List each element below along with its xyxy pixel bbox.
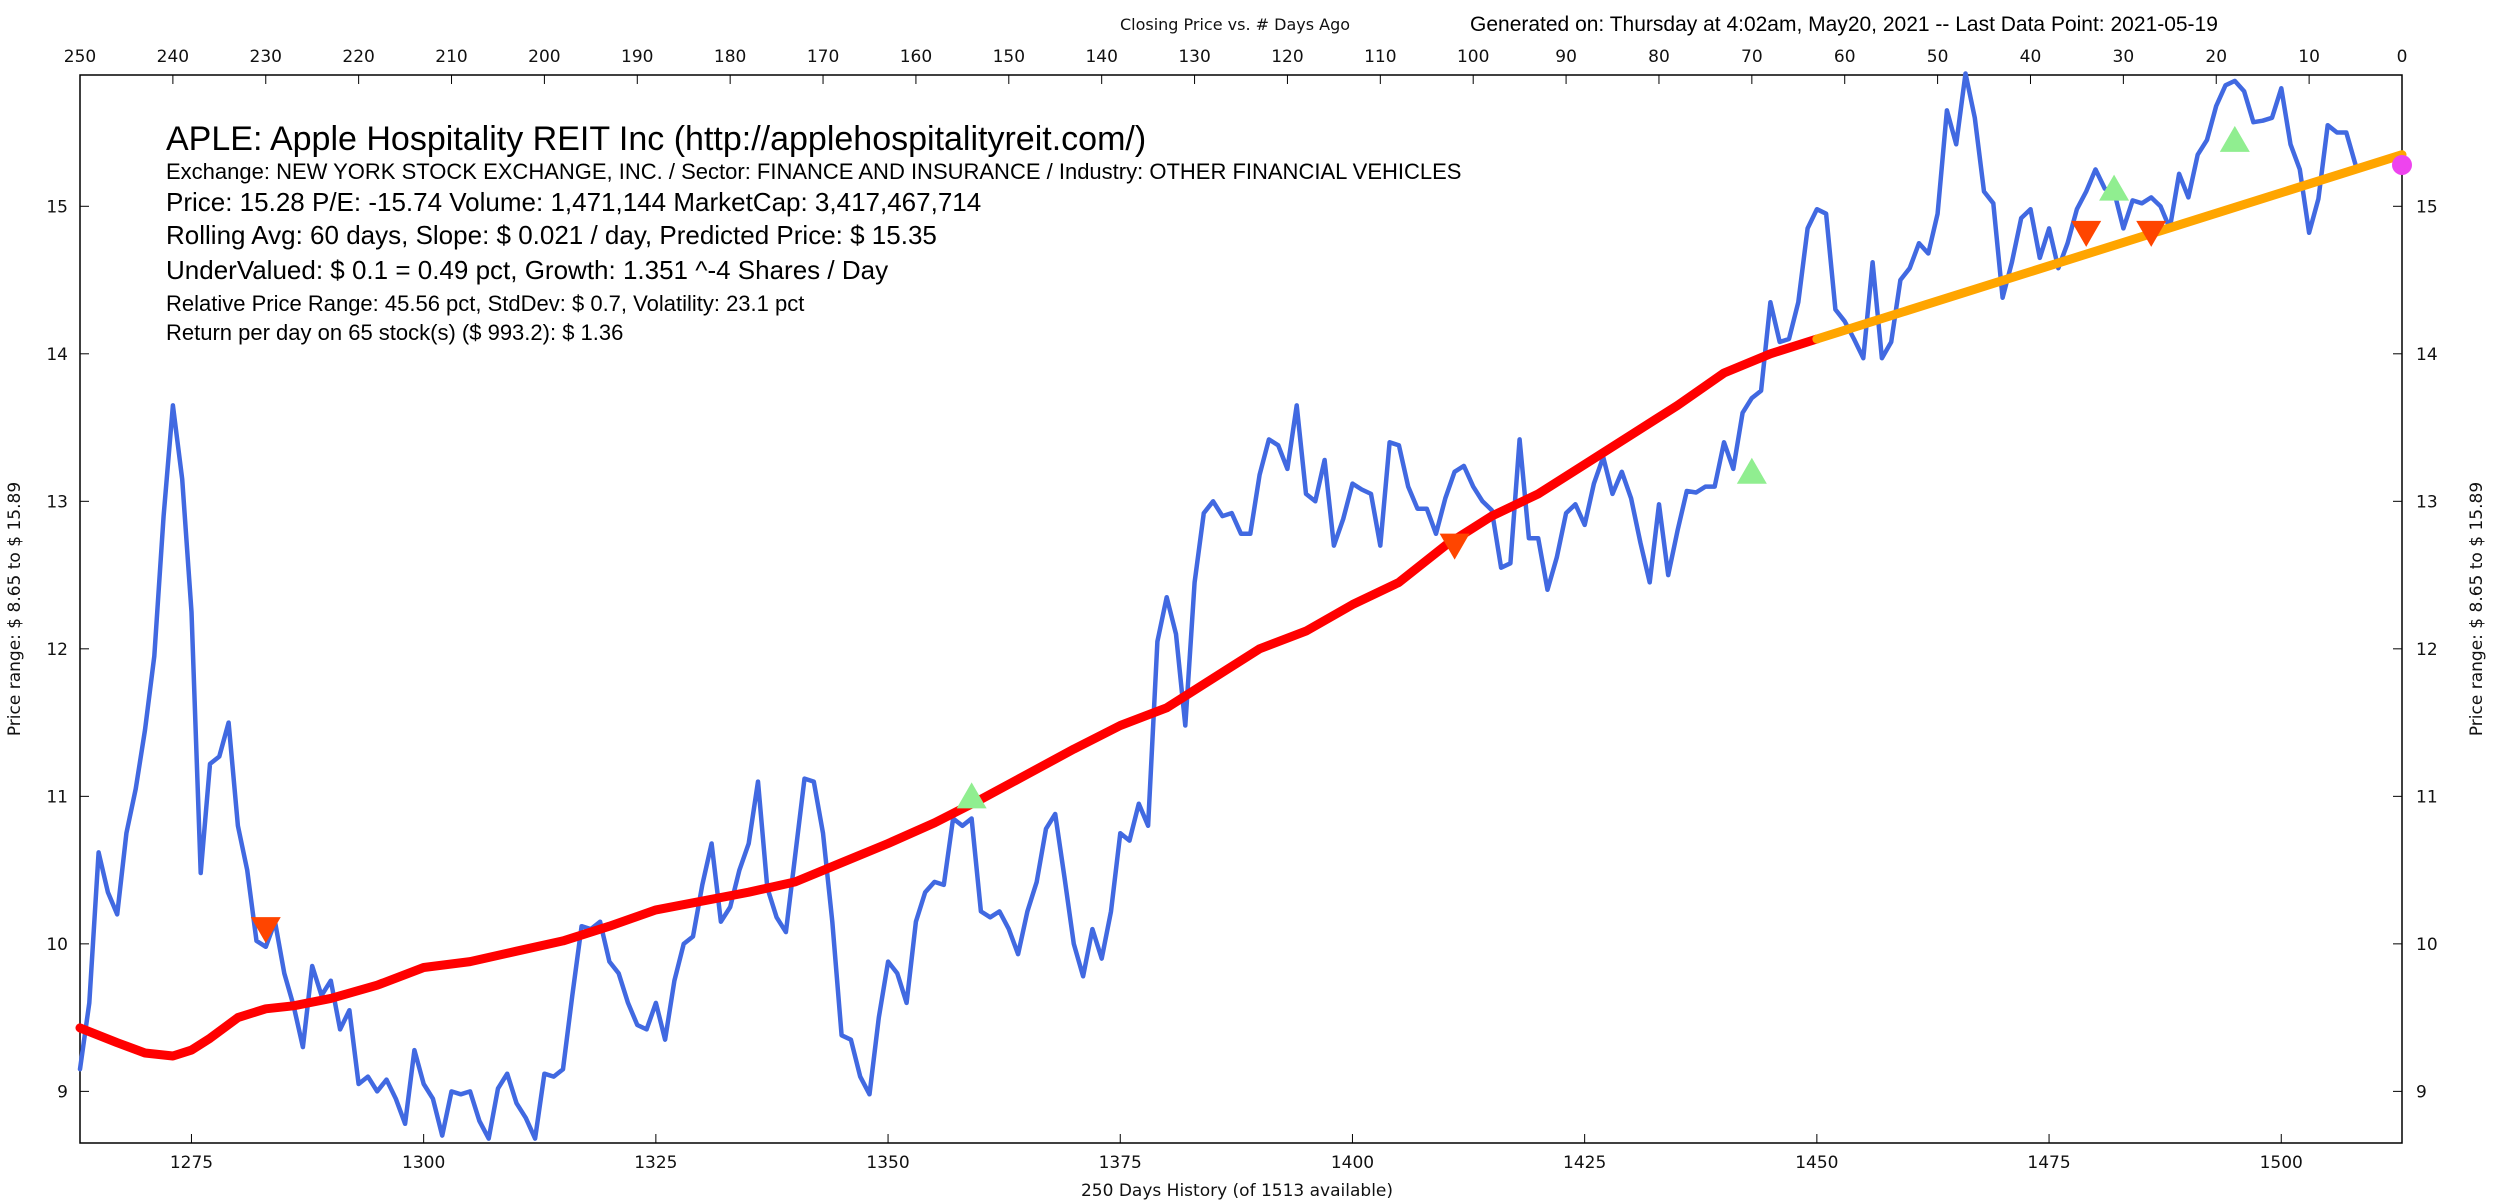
top-tick-label: 60 xyxy=(1834,47,1856,67)
x-axis-label: 250 Days History (of 1513 available) xyxy=(1081,1181,1393,1200)
top-tick-label: 130 xyxy=(1178,47,1210,67)
marker-layer xyxy=(250,125,2412,944)
y-tick-label-right: 11 xyxy=(2416,787,2438,807)
top-tick-label: 240 xyxy=(157,47,189,67)
top-x-axis: 250 240 230 220 210 200 190 180 170 160 150 140 130 1… xyxy=(64,47,2408,84)
x-tick-label: 1275 xyxy=(170,1153,213,1173)
y-tick-label: 14 xyxy=(46,345,68,365)
y-tick-label: 9 xyxy=(57,1082,68,1102)
top-tick-label: 210 xyxy=(435,47,467,67)
x-tick-label: 1300 xyxy=(402,1153,445,1173)
x-tick-label: 1400 xyxy=(1331,1153,1374,1173)
top-tick-label: 100 xyxy=(1457,47,1489,67)
top-tick-label: 170 xyxy=(807,47,839,67)
y-axis-label-right: Price range: $ 8.65 to $ 15.89 xyxy=(2467,482,2487,736)
top-tick-label: 220 xyxy=(342,47,374,67)
info-rolling: Rolling Avg: 60 days, Slope: $ 0.021 / d… xyxy=(166,220,937,250)
buy-signal-marker xyxy=(1736,457,1767,484)
y-tick-label: 11 xyxy=(46,787,68,807)
right-y-axis: 9 10 11 12 13 14 15 xyxy=(2393,197,2438,1102)
x-tick-label: 1350 xyxy=(866,1153,909,1173)
top-tick-label: 190 xyxy=(621,47,653,67)
x-tick-label: 1425 xyxy=(1563,1153,1606,1173)
buy-signal-marker xyxy=(2099,174,2130,201)
top-tick-label: 110 xyxy=(1364,47,1396,67)
buy-signal-marker xyxy=(2219,125,2250,152)
top-tick-label: 160 xyxy=(900,47,932,67)
series-layer xyxy=(75,71,2407,1141)
top-tick-label: 180 xyxy=(714,47,746,67)
top-tick-label: 120 xyxy=(1271,47,1303,67)
y-tick-label-right: 9 xyxy=(2416,1082,2427,1102)
top-tick-label: 70 xyxy=(1741,47,1763,67)
x-tick-label: 1475 xyxy=(2027,1153,2070,1173)
top-tick-label: 40 xyxy=(2020,47,2042,67)
x-tick-label: 1375 xyxy=(1099,1153,1142,1173)
sell-signal-marker xyxy=(250,917,281,944)
y-axis-label-left: Price range: $ 8.65 to $ 15.89 xyxy=(5,482,25,736)
top-tick-label: 80 xyxy=(1648,47,1670,67)
plot-frame xyxy=(79,74,2403,1144)
y-tick-label-right: 10 xyxy=(2416,935,2438,955)
bottom-x-axis: 1275 1300 1325 1350 1375 1400 1425 1450 1475 1500 xyxy=(170,1134,2303,1173)
top-tick-label: 0 xyxy=(2397,47,2408,67)
top-tick-label: 90 xyxy=(1555,47,1577,67)
y-tick-label: 10 xyxy=(46,935,68,955)
y-tick-label-right: 13 xyxy=(2416,492,2438,512)
y-tick-label-right: 15 xyxy=(2416,197,2438,217)
closing-price-line xyxy=(77,71,2358,1141)
top-tick-label: 20 xyxy=(2205,47,2227,67)
top-tick-label: 230 xyxy=(250,47,282,67)
top-tick-label: 200 xyxy=(528,47,560,67)
y-tick-label: 13 xyxy=(46,492,68,512)
x-tick-label: 1500 xyxy=(2260,1153,2303,1173)
y-tick-label-right: 12 xyxy=(2416,640,2438,660)
y-tick-label: 12 xyxy=(46,640,68,660)
top-tick-label: 250 xyxy=(64,47,96,67)
info-undervalued: UnderValued: $ 0.1 = 0.49 pct, Growth: 1… xyxy=(166,255,888,285)
chart-top-title: Closing Price vs. # Days Ago xyxy=(1120,15,1350,34)
sell-signal-marker xyxy=(2071,220,2102,247)
x-tick-label: 1450 xyxy=(1795,1153,1838,1173)
y-tick-label-right: 14 xyxy=(2416,345,2438,365)
y-tick-label: 15 xyxy=(46,197,68,217)
top-tick-label: 150 xyxy=(993,47,1025,67)
top-tick-label: 30 xyxy=(2113,47,2135,67)
info-range: Relative Price Range: 45.56 pct, StdDev:… xyxy=(166,291,804,316)
x-tick-label: 1325 xyxy=(634,1153,677,1173)
rolling-average-line xyxy=(75,334,1822,1061)
current-price-marker xyxy=(2392,154,2412,175)
info-exchange: Exchange: NEW YORK STOCK EXCHANGE, INC. … xyxy=(166,159,1461,184)
top-tick-label: 50 xyxy=(1927,47,1949,67)
left-y-axis: 9 10 11 12 13 14 15 xyxy=(46,197,89,1102)
info-title: APLE: Apple Hospitality REIT Inc (http:/… xyxy=(166,120,1146,158)
projection-line xyxy=(1812,150,2407,344)
top-tick-label: 140 xyxy=(1085,47,1117,67)
sell-signal-marker xyxy=(2136,220,2167,247)
generated-info: Generated on: Thursday at 4:02am, May20,… xyxy=(1470,13,2218,36)
sell-signal-marker xyxy=(1439,533,1470,560)
info-price: Price: 15.28 P/E: -15.74 Volume: 1,471,1… xyxy=(166,187,981,217)
buy-signal-marker xyxy=(956,782,987,809)
info-return: Return per day on 65 stock(s) ($ 993.2):… xyxy=(166,320,623,345)
top-tick-label: 10 xyxy=(2298,47,2320,67)
